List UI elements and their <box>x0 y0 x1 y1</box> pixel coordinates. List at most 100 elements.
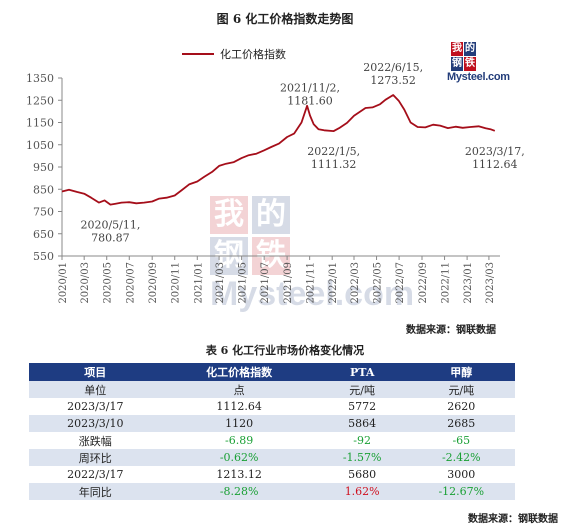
annotation-label: 2022/6/15, 1273.52 <box>363 61 423 87</box>
x-tick-label: 2020/03 <box>80 262 91 304</box>
table-cell: 5680 <box>316 466 408 483</box>
table-header-row: 项目 化工价格指数 PTA 甲醇 <box>29 363 515 381</box>
line-chart: 550 650 750 850 950 1050 1150 1250 1350 2020/01 2… <box>26 61 525 304</box>
annotation-line: 1273.52 <box>370 74 416 87</box>
x-tick-label: 2023/01 <box>463 262 474 304</box>
x-tick-label: 2021/07 <box>260 262 271 304</box>
x-tick-label: 2020/01 <box>58 262 69 304</box>
x-tick-label: 2021/09 <box>283 262 294 304</box>
table-row: 2022/3/17 1213.12 5680 3000 <box>29 466 515 483</box>
annotation-line: 2021/11/2, <box>280 81 340 94</box>
table-cell: 1.62% <box>316 483 408 500</box>
chart-legend: 化工价格指数 <box>182 46 286 62</box>
x-tick-label: 2020/09 <box>148 262 159 304</box>
x-tick-label: 2022/09 <box>418 262 429 304</box>
table-row: 2023/3/10 1120 5864 2685 <box>29 415 515 432</box>
legend-swatch <box>182 53 214 55</box>
table-cell: -92 <box>316 432 408 449</box>
annotation-line: 1181.60 <box>287 94 333 107</box>
table-cell: -0.62% <box>161 449 317 466</box>
price-index-line <box>61 94 496 206</box>
table-cell: -6.89 <box>161 432 317 449</box>
x-tick-label: 2023/03 <box>485 262 496 304</box>
x-tick-label: 2022/05 <box>373 262 384 304</box>
table-row: 2023/3/17 1112.64 5772 2620 <box>29 398 515 415</box>
table-cell: 1120 <box>161 415 317 432</box>
x-tick-label: 2020/11 <box>171 262 182 304</box>
table-title: 表 6 化工行业市场价格变化情况 <box>205 344 365 357</box>
logo-char-3: 钢 <box>451 57 463 71</box>
figure-title: 图 6 化工价格指数走势图 <box>216 12 354 26</box>
y-tick-label: 650 <box>33 228 54 241</box>
logo-char-2: 的 <box>464 42 476 56</box>
table-row: 涨跌幅 -6.89 -92 -65 <box>29 432 515 449</box>
logo-text: Mysteel.com <box>447 71 510 83</box>
table-cell: 年同比 <box>29 483 162 500</box>
table-cell: 2023/3/17 <box>29 398 162 415</box>
x-tick-label: 2021/11 <box>306 262 317 304</box>
price-change-table: 项目 化工价格指数 PTA 甲醇 单位 点 元/吨 元/吨 2023/3/17 … <box>29 363 515 500</box>
annotation-line: 2022/1/5, <box>307 145 360 158</box>
x-tick-label: 2021/05 <box>238 262 249 304</box>
y-tick-label: 1350 <box>26 72 54 85</box>
table-cell: 5864 <box>316 415 408 432</box>
legend-label: 化工价格指数 <box>220 48 286 61</box>
x-tick-label: 2020/07 <box>125 262 136 304</box>
annotations-layer: 2020/5/11, 780.87 2021/11/2, 1181.60 2022/1/… <box>80 61 524 245</box>
table-cell: -65 <box>407 432 515 449</box>
y-tick-label: 750 <box>33 206 54 219</box>
x-tick-label: 2022/11 <box>441 262 452 304</box>
y-tick-label: 550 <box>33 250 54 263</box>
header-methanol: 甲醇 <box>407 363 515 381</box>
table-cell: 单位 <box>29 381 162 398</box>
x-tick-label: 2021/03 <box>215 262 226 304</box>
table-cell: -12.67% <box>407 483 515 500</box>
y-tick-label: 1250 <box>26 94 54 107</box>
annotation-label: 2022/1/5, 1111.32 <box>307 145 360 171</box>
table-cell: 1213.12 <box>161 466 317 483</box>
table-cell: 周环比 <box>29 449 162 466</box>
header-pta: PTA <box>316 363 408 381</box>
table-cell: 2023/3/10 <box>29 415 162 432</box>
table-row: 单位 点 元/吨 元/吨 <box>29 381 515 398</box>
y-tick-label: 950 <box>33 161 54 174</box>
x-tick-label: 2022/07 <box>395 262 406 304</box>
header-item: 项目 <box>29 363 162 381</box>
table-cell: 点 <box>161 381 317 398</box>
y-axis: 550 650 750 850 950 1050 1150 1250 1350 <box>26 72 63 263</box>
annotation-line: 2022/6/15, <box>363 61 423 74</box>
annotation-line: 780.87 <box>91 232 130 245</box>
annotation-line: 1112.64 <box>472 158 518 171</box>
chart-source: 数据来源：钢联数据 <box>406 325 496 336</box>
table-cell: 涨跌幅 <box>29 432 162 449</box>
y-tick-label: 1050 <box>26 139 54 152</box>
annotation-label: 2023/3/17, 1112.64 <box>465 145 525 171</box>
table-cell: 2620 <box>407 398 515 415</box>
table-cell: -1.57% <box>316 449 408 466</box>
table-cell: 5772 <box>316 398 408 415</box>
table-cell: -8.28% <box>161 483 317 500</box>
table-cell: 元/吨 <box>316 381 408 398</box>
annotation-label: 2020/5/11, 780.87 <box>80 219 140 245</box>
header-index: 化工价格指数 <box>161 363 317 381</box>
logo-char-4: 铁 <box>464 57 476 71</box>
x-tick-label: 2022/01 <box>328 262 339 304</box>
table-cell: 2685 <box>407 415 515 432</box>
annotation-line: 2020/5/11, <box>80 219 140 232</box>
annotation-label: 2021/11/2, 1181.60 <box>280 81 340 107</box>
mysteel-logo: 我 的 钢 铁 Mysteel.com <box>447 42 510 83</box>
table-row: 周环比 -0.62% -1.57% -2.42% <box>29 449 515 466</box>
table-row: 年同比 -8.28% 1.62% -12.67% <box>29 483 515 500</box>
x-tick-label: 2022/03 <box>350 262 361 304</box>
annotation-line: 2023/3/17, <box>465 145 525 158</box>
y-tick-label: 850 <box>33 183 54 196</box>
table-cell: 1112.64 <box>161 398 317 415</box>
x-axis: 2020/01 2020/03 2020/05 2020/07 2020/09 2020/… <box>58 255 500 304</box>
table-cell: 元/吨 <box>407 381 515 398</box>
y-tick-label: 1150 <box>26 117 54 130</box>
table-source: 数据来源：钢联数据 <box>468 514 558 525</box>
annotation-line: 1111.32 <box>311 158 357 171</box>
x-tick-label: 2021/01 <box>193 262 204 304</box>
table-cell: 2022/3/17 <box>29 466 162 483</box>
table-cell: -2.42% <box>407 449 515 466</box>
